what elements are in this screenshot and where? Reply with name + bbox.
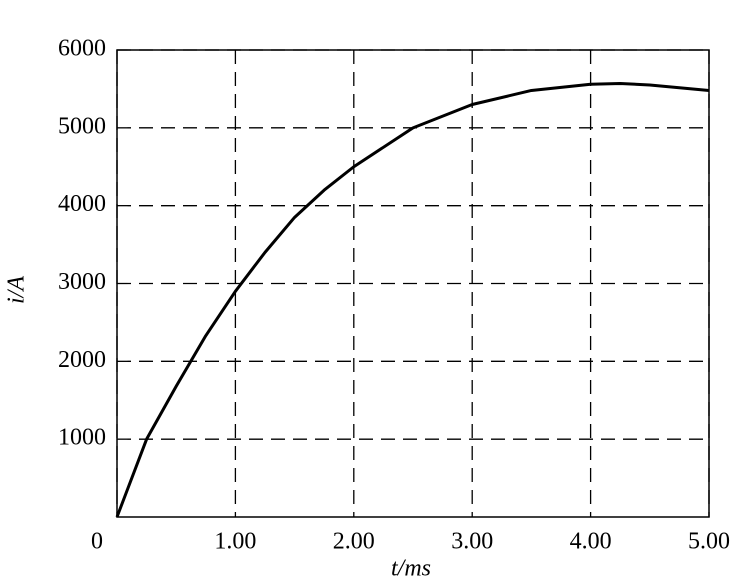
x-tick-label: 2.00 <box>333 529 375 555</box>
y-axis-label: i/A <box>4 276 30 304</box>
x-tick-label: 1.00 <box>214 529 256 555</box>
x-tick-label: 0 <box>91 529 103 555</box>
y-tick-label: 1000 <box>58 425 106 451</box>
x-tick-label: 3.00 <box>451 529 493 555</box>
y-tick-label: 4000 <box>58 191 106 217</box>
line-series <box>115 81 710 518</box>
y-tick-label: 5000 <box>58 113 106 139</box>
plot-frame <box>116 49 710 518</box>
y-tick-label: 2000 <box>58 347 106 373</box>
y-tick-label: 6000 <box>58 36 106 62</box>
x-tick-label: 4.00 <box>570 529 612 555</box>
y-tick-label: 3000 <box>58 269 106 295</box>
x-axis-label: t/ms <box>391 556 431 582</box>
x-tick-label: 5.00 <box>688 529 730 555</box>
